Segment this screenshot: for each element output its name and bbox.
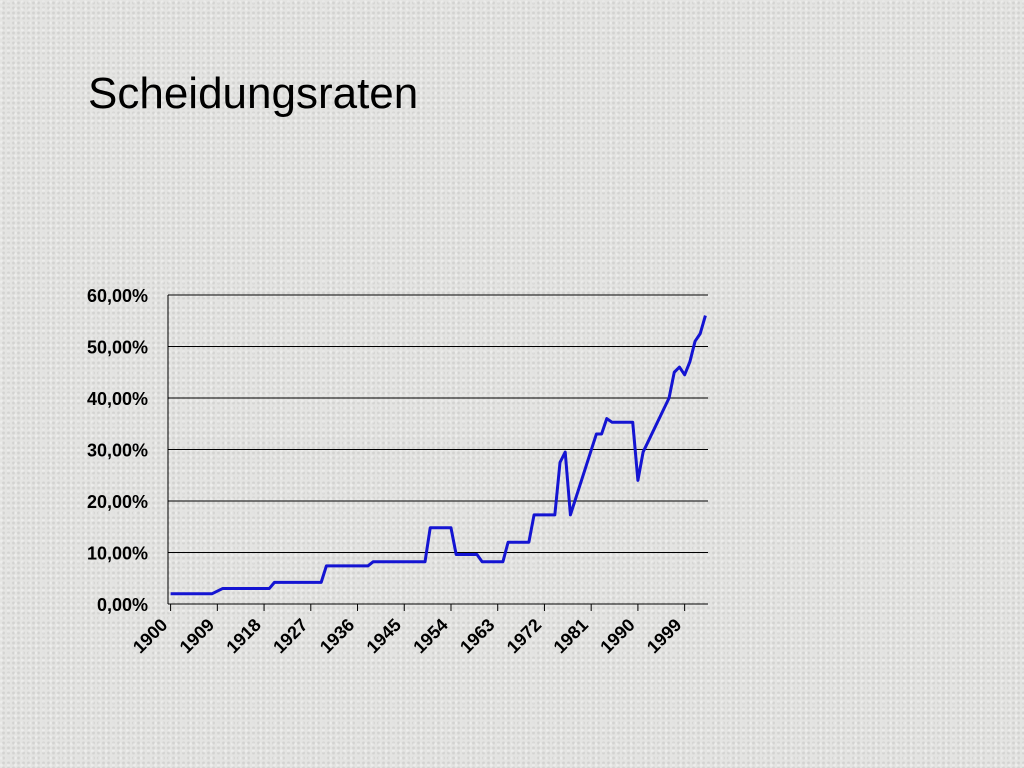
data-line	[170, 315, 707, 596]
x-tick-label: 1963	[456, 615, 498, 657]
x-tick-label: 1936	[316, 615, 358, 657]
x-tick-label: 1999	[643, 615, 685, 657]
y-tick-label: 40,00%	[87, 389, 148, 409]
y-tick-label: 60,00%	[87, 286, 148, 306]
x-tick-label: 1918	[222, 615, 264, 657]
x-tick-label: 1945	[363, 615, 405, 657]
y-tick-label: 30,00%	[87, 441, 148, 461]
y-tick-label: 10,00%	[87, 544, 148, 564]
x-tick-label: 1981	[550, 615, 592, 657]
y-tick-label: 20,00%	[87, 492, 148, 512]
y-tick-label: 50,00%	[87, 338, 148, 358]
x-tick-label: 1990	[596, 615, 638, 657]
x-tick-label: 1954	[409, 615, 451, 657]
x-tick-label: 1909	[176, 615, 218, 657]
slide-title: Scheidungsraten	[88, 69, 418, 118]
x-tick-label: 1972	[503, 615, 545, 657]
y-tick-label: 0,00%	[97, 595, 148, 615]
x-tick-label: 1927	[269, 615, 311, 657]
x-tick-label: 1900	[129, 615, 171, 657]
